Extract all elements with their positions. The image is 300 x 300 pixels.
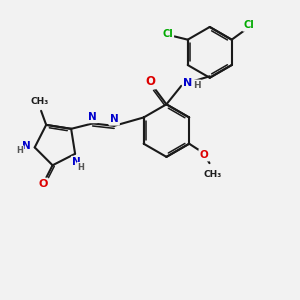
Text: N: N: [110, 114, 118, 124]
Text: O: O: [146, 75, 156, 88]
Text: N: N: [88, 112, 97, 122]
Text: H: H: [16, 146, 23, 155]
Text: H: H: [193, 81, 201, 90]
Text: O: O: [38, 179, 47, 189]
Text: CH₃: CH₃: [31, 98, 49, 106]
Text: N: N: [183, 78, 193, 88]
Text: CH₃: CH₃: [203, 170, 222, 179]
Text: H: H: [78, 163, 85, 172]
Text: Cl: Cl: [243, 20, 254, 30]
Text: O: O: [200, 150, 208, 160]
Text: N: N: [72, 157, 81, 167]
Text: N: N: [22, 141, 31, 151]
Text: Cl: Cl: [162, 29, 173, 39]
